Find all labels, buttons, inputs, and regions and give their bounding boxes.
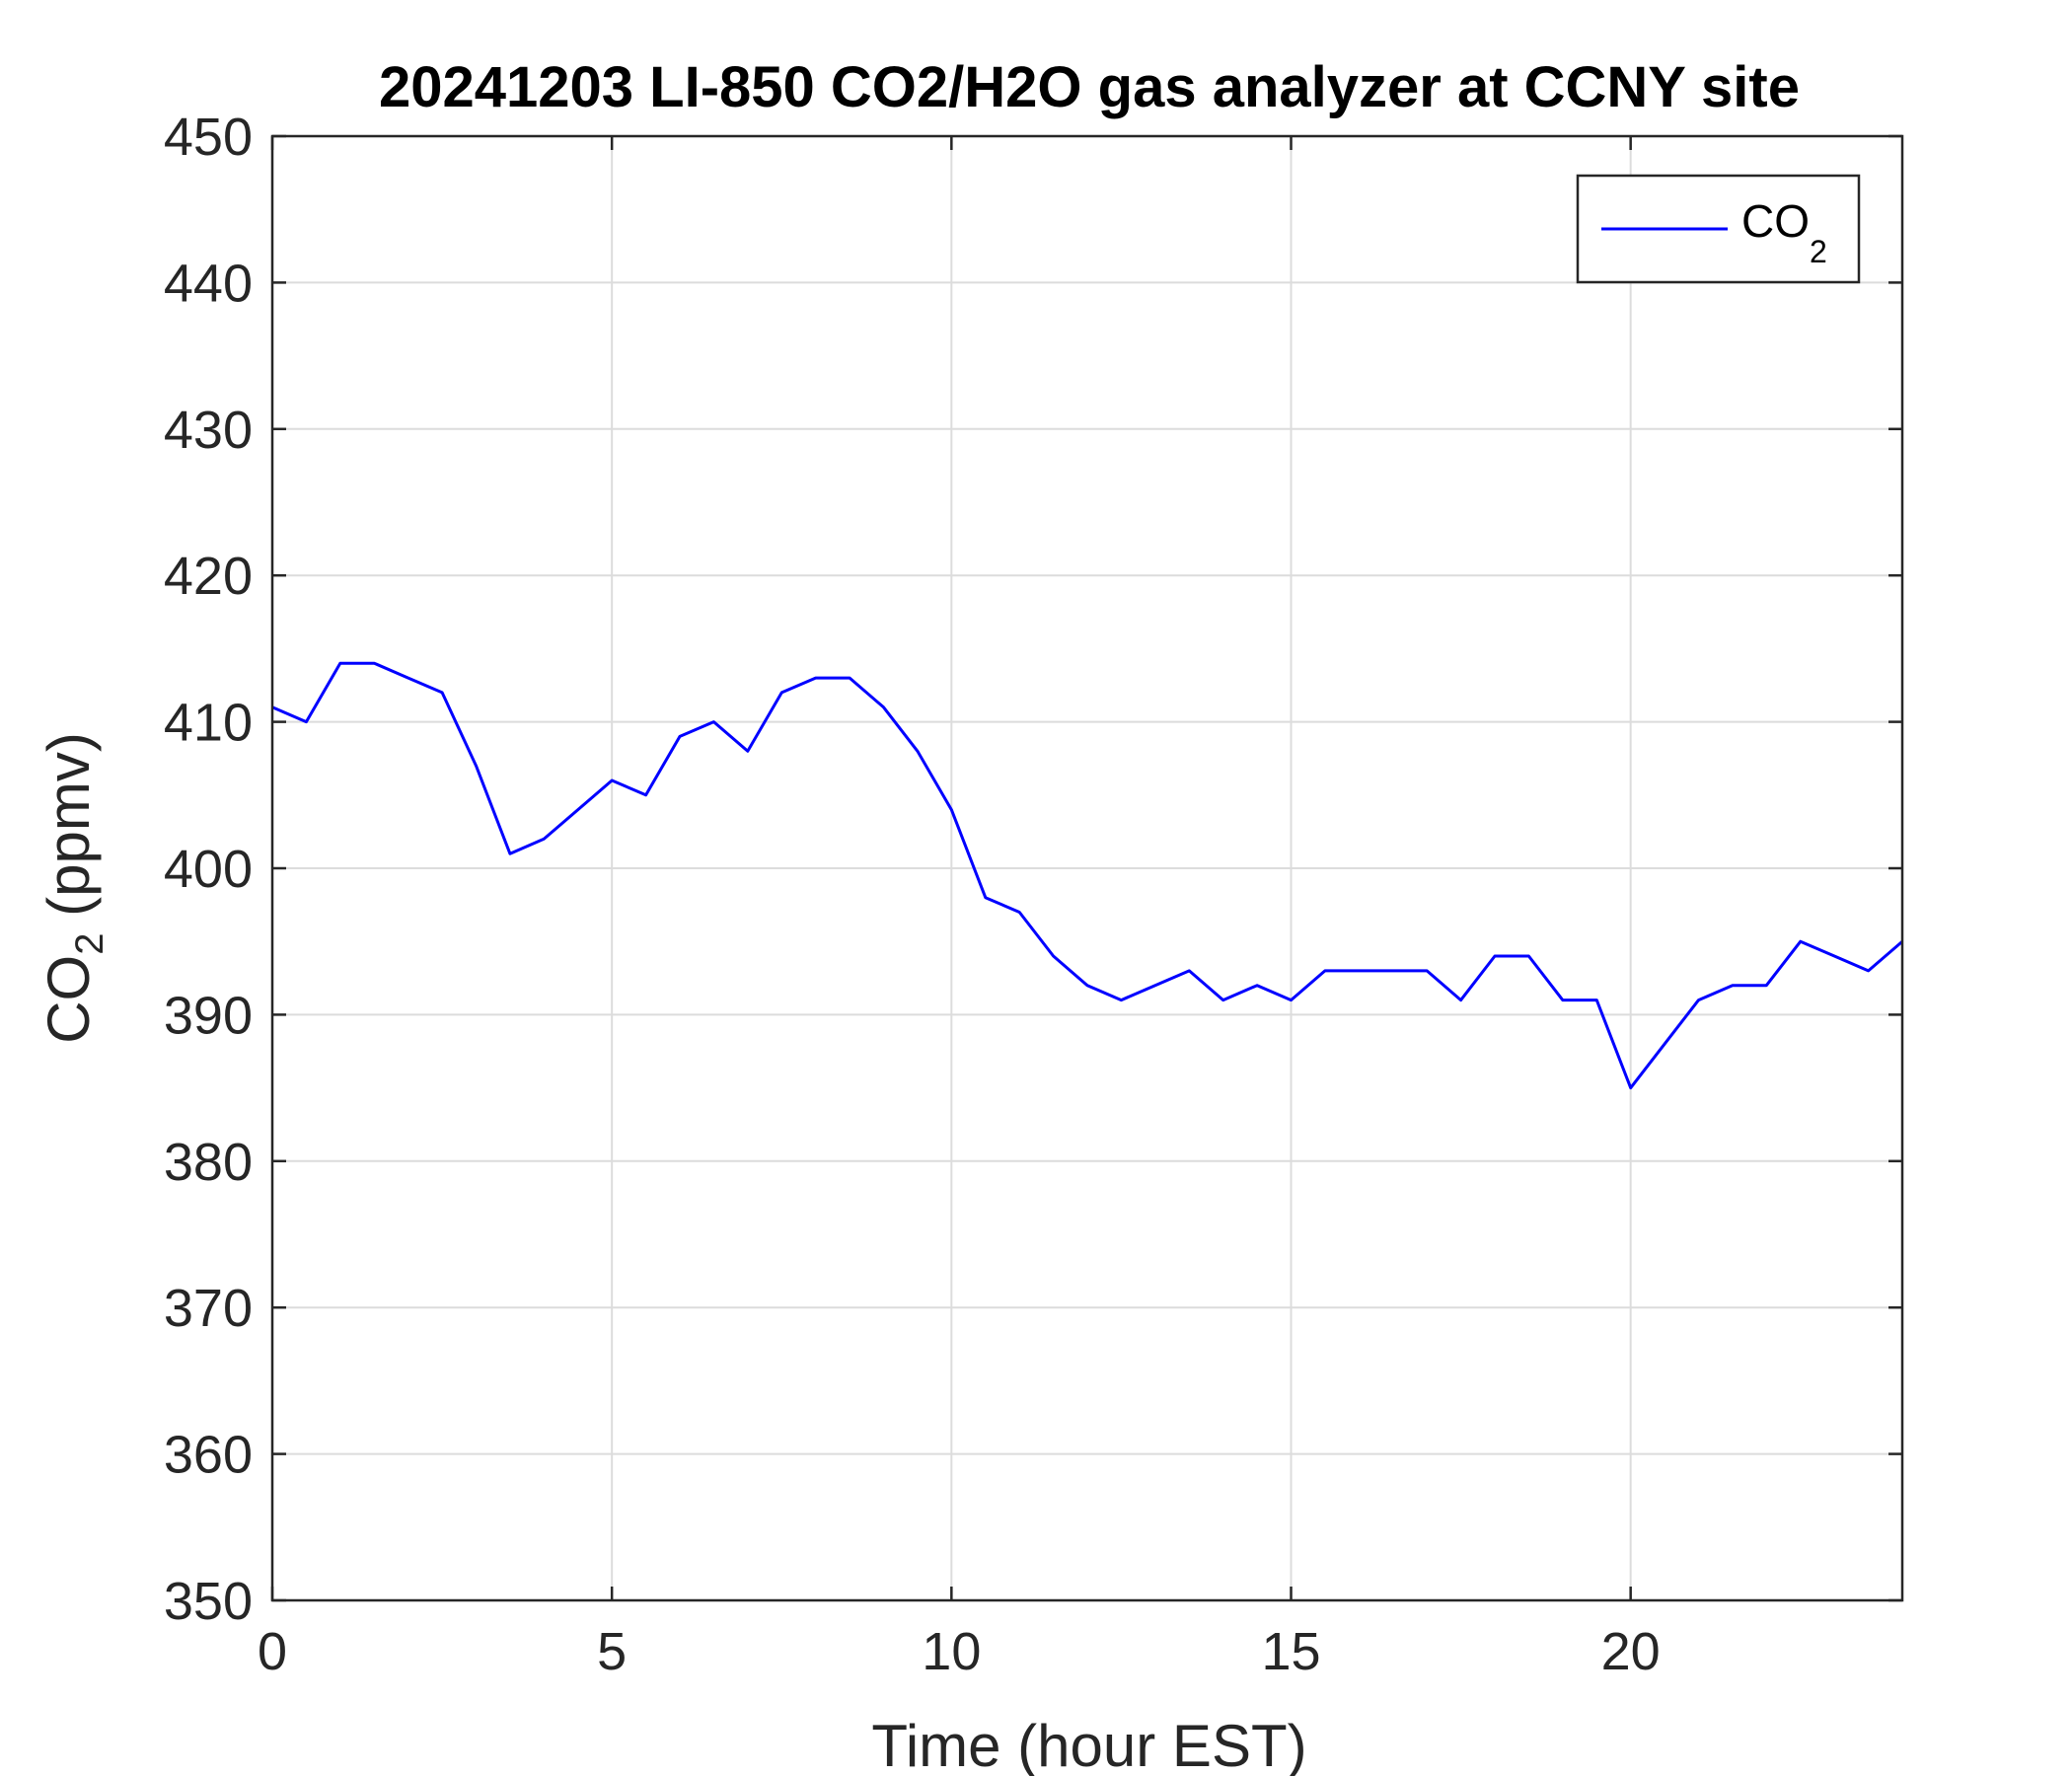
y-tick-labels: 350 360 370 380 390 400 410 420 430 440 450 <box>164 108 253 1631</box>
y-tick-label: 360 <box>164 1426 253 1485</box>
y-tick-label: 390 <box>164 986 253 1045</box>
legend-label: CO2 <box>1741 195 1827 269</box>
legend-label-subscript: 2 <box>1810 234 1827 269</box>
y-axis-label-subscript: 2 <box>68 933 111 955</box>
y-axis-label-main: CO <box>36 955 102 1044</box>
y-tick-label: 380 <box>164 1133 253 1192</box>
x-tick-labels: 0 5 10 15 20 <box>258 1622 1661 1681</box>
x-tick-label: 20 <box>1601 1622 1661 1681</box>
x-tick-label: 5 <box>597 1622 627 1681</box>
axes-frame <box>270 134 1904 1602</box>
plot-series <box>271 661 1903 1090</box>
chart-title: 20241203 LI-850 CO2/H2O gas analyzer at … <box>379 55 1800 119</box>
legend: CO2 <box>1576 174 1861 284</box>
co2-series-line <box>271 661 1903 1090</box>
y-tick-label: 350 <box>164 1572 253 1631</box>
y-tick-label: 430 <box>164 401 253 460</box>
x-axis-label: Time (hour EST) <box>871 1713 1306 1776</box>
y-axis-label: CO2 (ppmv) <box>36 732 111 1044</box>
legend-label-main: CO <box>1741 195 1810 247</box>
y-tick-label: 450 <box>164 108 253 167</box>
y-tick-label: 400 <box>164 840 253 899</box>
y-tick-label: 440 <box>164 254 253 313</box>
x-tick-label: 0 <box>258 1622 287 1681</box>
y-tick-label: 370 <box>164 1279 253 1338</box>
x-tick-label: 15 <box>1261 1622 1320 1681</box>
gridlines <box>271 135 1902 1601</box>
y-axis-label-unit: (ppmv) <box>36 732 102 932</box>
y-tick-label: 420 <box>164 547 253 606</box>
x-tick-label: 10 <box>922 1622 981 1681</box>
y-tick-label: 410 <box>164 694 253 753</box>
